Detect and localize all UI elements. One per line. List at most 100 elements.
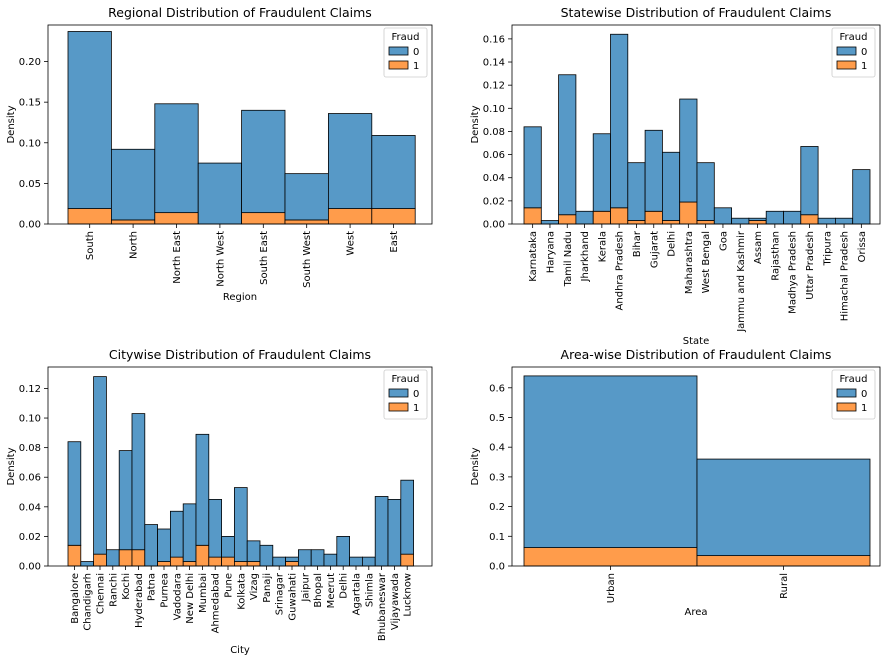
legend-swatch-0 [388, 388, 409, 398]
x-tick-label: Assam [753, 231, 764, 264]
bar-fraud-1 [131, 549, 146, 567]
x-axis-title: State [683, 336, 709, 347]
y-tick-label: 0.2 [489, 502, 505, 513]
y-tick-label: 0.02 [483, 196, 505, 207]
chart-2: Statewise Distribution of Fraudulent Cla… [470, 5, 881, 347]
bar-fraud-0 [387, 499, 402, 567]
bar-fraud-0 [327, 113, 373, 209]
x-tick-label: Chandigarh [83, 573, 94, 631]
y-tick-label: 0.10 [19, 138, 41, 149]
bar-fraud-0 [272, 556, 286, 567]
legend-swatch-1 [388, 402, 409, 412]
x-axis-title: Region [223, 292, 257, 303]
x-tick-label: Maharashtra [684, 231, 695, 294]
bar-fraud-0 [400, 479, 414, 555]
bar-fraud-1 [246, 561, 261, 567]
bar-fraud-0 [80, 561, 95, 567]
y-axis-title: Density [470, 447, 481, 485]
x-axis-title: City [230, 645, 250, 656]
x-tick-label: Pune [224, 573, 235, 598]
legend-swatch-0 [836, 46, 857, 56]
x-tick-label: Vizag [249, 573, 260, 600]
chart-3: Citywise Distribution of Fraudulent Clai… [6, 347, 433, 656]
legend-label: 1 [861, 403, 867, 414]
x-tick-label: Delhi [339, 573, 350, 599]
x-tick-label: North [129, 231, 140, 259]
bar-fraud-0 [297, 549, 312, 567]
chart-title: Statewise Distribution of Fraudulent Cla… [561, 5, 832, 20]
bar-fraud-0 [696, 162, 715, 221]
x-tick-label: Meerut [326, 573, 337, 608]
x-tick-label: Bihar [632, 230, 643, 257]
x-tick-label: Tamil Nadu [563, 231, 574, 287]
bar-fraud-1 [800, 214, 819, 225]
legend: Fraud 0 1 [831, 369, 876, 420]
x-tick-label: Panaji [262, 573, 273, 603]
x-tick-label: Jharkhand [580, 231, 591, 282]
legend-title: Fraud [392, 32, 420, 43]
x-tick-label: Jammu and Kashmir [736, 230, 747, 333]
bar-fraud-0 [246, 540, 261, 562]
legend: Fraud 0 1 [831, 27, 876, 78]
y-tick-label: 0.00 [19, 220, 41, 231]
bar-fraud-1 [662, 220, 681, 225]
x-tick-label: Mumbai [198, 573, 209, 613]
x-tick-label: Patna [147, 573, 158, 601]
axes-frame [511, 24, 881, 225]
x-tick-label: Orissa [857, 231, 868, 262]
x-tick-label: Bhubaneswar [377, 572, 388, 641]
x-tick-label: Guwahati [288, 573, 299, 621]
bar-fraud-1 [371, 208, 416, 225]
legend-label: 1 [413, 403, 419, 414]
legend-title: Fraud [840, 32, 868, 43]
x-tick-label: Andhra Pradesh [615, 231, 626, 310]
x-tick-label: Tripura [822, 231, 833, 266]
bar-fraud-1 [523, 547, 698, 567]
x-tick-label: West [346, 231, 357, 256]
chart-4: Area-wise Distribution of Fraudulent Cla… [470, 347, 881, 618]
x-tick-label: New Delhi [185, 573, 196, 624]
bar-fraud-0 [111, 148, 156, 221]
bar-fraud-0 [748, 217, 767, 221]
y-tick-label: 0.0 [489, 562, 505, 573]
bar-fraud-1 [208, 556, 223, 567]
y-tick-label: 0.4 [489, 443, 505, 454]
bar-fraud-0 [157, 528, 171, 562]
bar-fraud-0 [349, 556, 363, 567]
legend-swatch-0 [836, 388, 857, 398]
bar-fraud-1 [696, 220, 715, 225]
x-tick-label: North West [215, 231, 226, 287]
x-tick-label: West Bengal [701, 231, 712, 293]
bar-fraud-0 [221, 536, 235, 558]
legend: Fraud 0 1 [383, 369, 428, 420]
y-tick-label: 0.10 [19, 414, 41, 425]
chart-title: Regional Distribution of Fraudulent Clai… [108, 5, 372, 20]
bar-fraud-0 [67, 441, 82, 546]
bar-fraud-0 [558, 74, 577, 216]
y-tick-label: 0.06 [19, 473, 41, 484]
x-tick-label: Karnataka [528, 231, 539, 282]
bar-fraud-1 [241, 212, 286, 225]
x-tick-label: Purnea [160, 573, 171, 608]
x-tick-label: Jaipur [300, 572, 311, 603]
x-tick-label: Bhopal [313, 573, 324, 608]
bar-fraud-0 [233, 487, 248, 562]
bar-fraud-1 [696, 555, 871, 567]
axes-frame [511, 366, 881, 567]
x-tick-label: Kochi [121, 573, 132, 600]
legend-swatch-1 [836, 402, 857, 412]
bar-fraud-1 [93, 553, 107, 567]
y-tick-label: 0.12 [483, 81, 505, 92]
x-tick-label: Urban [606, 573, 617, 603]
bar-fraud-0 [154, 103, 199, 214]
x-tick-label: Ahmedabad [211, 573, 222, 633]
bar-fraud-1 [523, 207, 542, 225]
bar-fraud-0 [610, 33, 629, 209]
bar-fraud-1 [284, 219, 329, 225]
bar-fraud-0 [336, 536, 350, 567]
x-tick-label: North East [172, 231, 183, 284]
legend-label: 1 [861, 61, 867, 72]
y-tick-label: 0.04 [19, 502, 41, 513]
bar-fraud-0 [182, 503, 197, 562]
bar-fraud-1 [221, 556, 235, 567]
